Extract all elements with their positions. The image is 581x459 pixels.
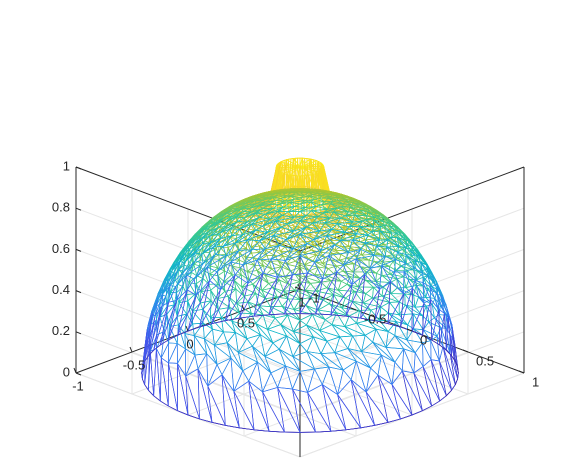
- mesh-triangle: [264, 342, 280, 357]
- mesh-triangle: [299, 233, 314, 244]
- z-tick-mark: [75, 248, 82, 252]
- mesh-triangle: [381, 354, 396, 385]
- back-wall-grid-line: [299, 290, 525, 376]
- y-tick-label: -1: [308, 290, 320, 305]
- mesh-triangle: [218, 220, 239, 234]
- mesh-triangle: [411, 330, 423, 336]
- mesh-triangle: [254, 264, 264, 271]
- mesh-triangle: [318, 161, 324, 199]
- mesh-triangle: [239, 247, 247, 258]
- z-tick-mark: [75, 166, 82, 170]
- mesh-triangle: [280, 314, 294, 332]
- mesh-triangle: [187, 293, 196, 312]
- back-wall-grid-line: [299, 248, 525, 334]
- x-tick-label: 0: [186, 336, 193, 351]
- mesh-triangle: [364, 328, 377, 343]
- mesh-triangle: [299, 336, 314, 352]
- mesh-triangle: [242, 361, 258, 382]
- y-tick-mark: [294, 286, 301, 290]
- floor-grid-line: [243, 351, 469, 437]
- y-tick-label: 0: [420, 332, 427, 347]
- x-tick-label: -1: [72, 378, 84, 393]
- mesh-triangle: [301, 157, 314, 188]
- y-tick-mark: [518, 370, 525, 374]
- back-wall-grid-line: [299, 331, 525, 417]
- z-tick-mark: [75, 207, 82, 211]
- z-tick-label: 0.8: [52, 200, 70, 215]
- x-tick-mark: [241, 304, 245, 311]
- z-tick-label: 0: [63, 364, 70, 379]
- mesh-triangle: [168, 362, 178, 412]
- mesh-triangle: [337, 369, 352, 395]
- mesh-triangle: [216, 261, 232, 291]
- y-tick-label: 0.5: [476, 353, 494, 368]
- y-tick-mark: [462, 349, 469, 353]
- z-tick-label: 0.4: [52, 282, 70, 297]
- mesh-triangle: [407, 313, 415, 330]
- y-tick-label: 1: [532, 374, 539, 389]
- mesh-triangle: [445, 389, 452, 397]
- x-tick-mark: [297, 283, 301, 290]
- mesh-triangle: [457, 366, 459, 374]
- mesh-triangle: [281, 159, 288, 196]
- z-tick-mark: [75, 331, 82, 335]
- mesh-triangle: [455, 361, 458, 368]
- surface-mesh: [141, 157, 459, 433]
- mesh-triangle: [422, 334, 433, 341]
- mesh-triangle: [310, 158, 315, 196]
- y-tick-label: -0.5: [364, 311, 386, 326]
- mesh-triangle: [451, 355, 456, 362]
- mesh-triangle: [445, 349, 452, 357]
- mesh-triangle: [455, 378, 458, 385]
- z-tick-label: 0.6: [52, 241, 70, 256]
- mesh-triangle: [389, 301, 400, 316]
- mesh-triangle: [210, 283, 219, 300]
- mesh-triangle: [350, 360, 367, 393]
- mesh-triangle: [430, 359, 447, 397]
- mesh-triangle: [293, 157, 304, 187]
- mesh-triangle: [314, 366, 330, 385]
- mesh-triangle: [286, 335, 301, 357]
- z-tick-mark: [75, 372, 82, 376]
- mesh-triangle: [177, 324, 186, 350]
- z-tick-label: 0.2: [52, 323, 70, 338]
- left-wall-grid-line: [75, 248, 301, 334]
- z-tick-label: 1: [63, 158, 70, 173]
- mesh-triangle: [295, 260, 310, 272]
- z-tick-mark: [75, 290, 82, 294]
- mesh-triangle: [266, 254, 276, 262]
- y-tick-mark: [350, 307, 357, 311]
- mesh-triangle: [149, 348, 157, 397]
- mesh-triangle: [385, 347, 405, 363]
- mesh-triangle: [439, 344, 447, 351]
- x-tick-mark: [185, 325, 189, 332]
- mesh-triangle: [431, 339, 441, 346]
- mesh-triangle: [347, 348, 371, 369]
- tick-labels: 00.20.40.60.81-1-0.500.51 -1-0.500.51: [52, 158, 539, 393]
- mesh-triangle: [286, 158, 295, 188]
- mesh-triangle: [403, 348, 416, 374]
- x-tick-label: 1: [298, 294, 305, 309]
- x-tick-mark: [129, 346, 133, 353]
- mesh-triangle: [216, 357, 232, 376]
- x-tick-label: 0.5: [237, 315, 255, 330]
- x-tick-mark: [73, 367, 77, 374]
- left-wall-grid-line: [75, 331, 301, 417]
- mesh-triangle: [344, 263, 355, 273]
- x-tick-label: -0.5: [123, 357, 145, 372]
- mesh-triangle: [342, 360, 357, 381]
- mesh-triangle: [272, 335, 288, 350]
- mesh-triangle: [252, 345, 272, 374]
- mesh-triangle: [168, 342, 178, 364]
- y-tick-mark: [406, 328, 413, 332]
- mesh-triangle: [278, 335, 294, 357]
- mesh-triangle: [197, 368, 213, 423]
- mesh-triangle: [350, 379, 376, 426]
- mesh-triangle: [223, 331, 236, 344]
